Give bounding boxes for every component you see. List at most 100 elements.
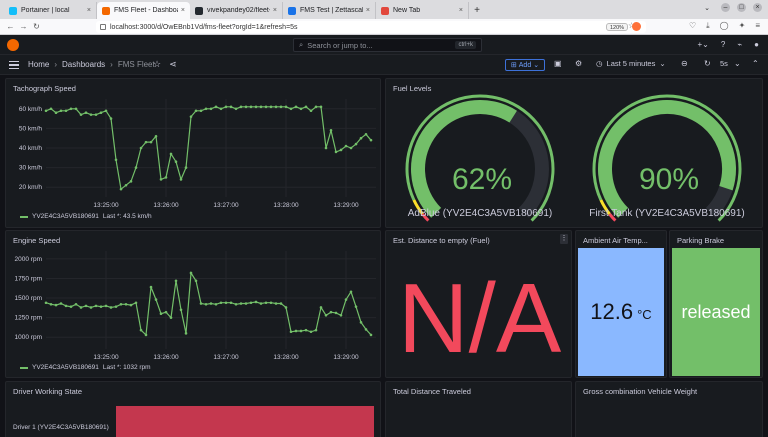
data-point[interactable] <box>299 329 303 333</box>
data-point[interactable] <box>149 285 153 289</box>
data-point[interactable] <box>124 183 128 187</box>
data-point[interactable] <box>209 302 213 305</box>
data-point[interactable] <box>354 142 358 146</box>
data-point[interactable] <box>269 301 273 305</box>
zoom-out-icon[interactable]: ⊖ <box>681 59 688 68</box>
data-point[interactable] <box>344 298 348 301</box>
data-point[interactable] <box>74 107 78 111</box>
breadcrumb-home[interactable]: Home <box>28 60 50 69</box>
data-point[interactable] <box>114 305 118 308</box>
data-point[interactable] <box>79 113 83 116</box>
grafana-logo-icon[interactable] <box>7 39 19 51</box>
chevron-down-icon[interactable]: ⌄ <box>734 59 741 68</box>
data-point[interactable] <box>369 333 373 337</box>
menu-icon[interactable]: ≡ <box>755 21 760 30</box>
data-point[interactable] <box>319 306 323 309</box>
user-avatar-icon[interactable]: ● <box>754 40 759 49</box>
pocket-icon[interactable]: ♡ <box>688 21 697 30</box>
news-icon[interactable]: ⌁ <box>737 40 743 49</box>
add-button[interactable]: ⊞ Add ⌄ <box>505 59 545 71</box>
data-point[interactable] <box>309 330 313 334</box>
data-point[interactable] <box>314 328 318 332</box>
data-point[interactable] <box>234 107 238 111</box>
reload-icon[interactable]: ↻ <box>33 22 40 31</box>
browser-tab[interactable]: vivekpandey02/fleet-ma× <box>190 2 283 19</box>
data-point[interactable] <box>129 303 133 307</box>
data-point[interactable] <box>79 306 83 309</box>
data-point[interactable] <box>134 301 138 305</box>
data-point[interactable] <box>64 109 68 113</box>
data-point[interactable] <box>304 328 308 332</box>
data-point[interactable] <box>264 105 268 109</box>
data-point[interactable] <box>239 105 243 109</box>
data-point[interactable] <box>294 105 298 109</box>
data-point[interactable] <box>99 305 103 308</box>
data-point[interactable] <box>194 279 198 283</box>
data-point[interactable] <box>139 328 143 332</box>
data-point[interactable] <box>274 105 278 109</box>
data-point[interactable] <box>324 313 328 317</box>
data-point[interactable] <box>129 180 133 183</box>
settings-gear-icon[interactable]: ⚙ <box>575 59 583 68</box>
bookmark-star-icon[interactable]: ☆ <box>628 21 635 30</box>
chevron-down-icon[interactable]: ⌄ <box>704 5 710 12</box>
data-point[interactable] <box>59 302 63 305</box>
data-point[interactable] <box>259 302 263 305</box>
refresh-icon[interactable]: ↻ <box>704 59 711 68</box>
panel-distance-to-empty[interactable]: Est. Distance to empty (Fuel) ⋮ N/A <box>385 230 572 378</box>
driver-state-bar[interactable] <box>116 406 374 437</box>
chart-legend[interactable]: YV2E4C3A5VB180691 Last *: 43.5 km/h <box>20 213 152 220</box>
panel-fuel-levels[interactable]: Fuel Levels 62% AdBlue (YV2E4C3A5VB180691… <box>385 78 763 228</box>
data-point[interactable] <box>164 310 168 314</box>
account-icon[interactable]: ◯ <box>719 21 729 30</box>
data-point[interactable] <box>74 303 78 306</box>
downloads-icon[interactable]: ⤓ <box>706 21 710 30</box>
data-point[interactable] <box>194 109 198 113</box>
data-point[interactable] <box>154 134 158 138</box>
data-point[interactable] <box>109 306 113 309</box>
data-point[interactable] <box>204 303 208 306</box>
browser-tab[interactable]: FMS Test | Zettascale Pla× <box>283 2 376 19</box>
breadcrumb-dashboards[interactable]: Dashboards <box>62 60 106 69</box>
zoom-level[interactable]: 120% <box>606 23 629 31</box>
data-point[interactable] <box>354 305 358 308</box>
data-point[interactable] <box>329 129 333 132</box>
forward-icon[interactable]: → <box>19 22 28 31</box>
chart-legend[interactable]: YV2E4C3A5VB180691 Last *: 1032 rpm <box>20 364 151 371</box>
data-point[interactable] <box>124 303 128 306</box>
data-point[interactable] <box>69 305 73 308</box>
panel-ambient-air-temp[interactable]: Ambient Air Temp... 12.6 °C <box>575 230 667 378</box>
data-point[interactable] <box>219 107 223 111</box>
data-point[interactable] <box>364 132 368 136</box>
data-point[interactable] <box>199 109 203 113</box>
data-point[interactable] <box>224 105 228 109</box>
data-point[interactable] <box>49 107 53 111</box>
data-point[interactable] <box>164 176 168 179</box>
browser-tab[interactable]: FMS Fleet - Dashboards× <box>97 2 190 19</box>
panel-total-distance[interactable]: Total Distance Traveled <box>385 381 572 437</box>
data-point[interactable] <box>259 105 263 109</box>
data-point[interactable] <box>284 306 288 309</box>
data-point[interactable] <box>249 105 253 109</box>
tab-close-icon[interactable]: × <box>458 7 463 14</box>
share-icon[interactable]: ⋖ <box>169 59 177 69</box>
data-point[interactable] <box>149 140 153 144</box>
data-point[interactable] <box>299 107 303 111</box>
data-point[interactable] <box>99 111 103 115</box>
address-bar[interactable]: localhost:3000/d/OwEBnb1Vd/fms-fleet?org… <box>96 21 646 33</box>
data-point[interactable] <box>174 160 178 164</box>
tab-close-icon[interactable]: × <box>180 7 185 14</box>
data-point[interactable] <box>364 328 368 331</box>
data-point[interactable] <box>279 302 283 305</box>
data-point[interactable] <box>109 117 113 120</box>
data-point[interactable] <box>274 302 278 305</box>
data-point[interactable] <box>314 105 318 109</box>
firefox-account-icon[interactable] <box>632 22 641 31</box>
data-point[interactable] <box>89 306 93 309</box>
maximize-icon[interactable]: □ <box>737 3 746 12</box>
data-point[interactable] <box>159 312 163 316</box>
browser-tab[interactable]: Portainer | local × <box>4 2 97 19</box>
data-point[interactable] <box>229 301 233 305</box>
data-point[interactable] <box>154 298 158 301</box>
back-icon[interactable]: ← <box>6 22 15 31</box>
